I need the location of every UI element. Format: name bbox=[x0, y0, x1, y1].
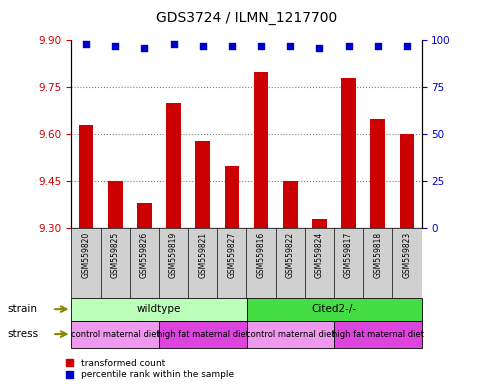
Bar bbox=[195, 141, 210, 228]
Bar bbox=[400, 134, 414, 228]
Point bbox=[141, 45, 148, 51]
Bar bbox=[79, 125, 93, 228]
Text: stress: stress bbox=[7, 329, 38, 339]
Bar bbox=[137, 204, 152, 228]
Text: GSM559827: GSM559827 bbox=[227, 232, 237, 278]
Text: GSM559823: GSM559823 bbox=[402, 232, 412, 278]
Bar bbox=[246, 321, 334, 348]
Text: GSM559817: GSM559817 bbox=[344, 232, 353, 278]
Text: Cited2-/-: Cited2-/- bbox=[312, 304, 356, 314]
Point bbox=[111, 43, 119, 49]
Text: wildtype: wildtype bbox=[137, 304, 181, 314]
Point bbox=[403, 43, 411, 49]
Point bbox=[82, 41, 90, 47]
Bar bbox=[334, 321, 422, 348]
Bar bbox=[246, 298, 422, 321]
Text: GSM559826: GSM559826 bbox=[140, 232, 149, 278]
Text: high fat maternal diet: high fat maternal diet bbox=[157, 329, 249, 339]
Bar bbox=[159, 321, 246, 348]
Point bbox=[345, 43, 352, 49]
Text: control maternal diet: control maternal diet bbox=[71, 329, 160, 339]
Bar bbox=[370, 119, 385, 228]
Text: strain: strain bbox=[7, 304, 37, 314]
Point bbox=[199, 43, 207, 49]
Bar bbox=[108, 182, 123, 228]
Text: GSM559824: GSM559824 bbox=[315, 232, 324, 278]
Point bbox=[316, 45, 323, 51]
Point bbox=[286, 43, 294, 49]
Bar bbox=[312, 219, 327, 228]
Legend: transformed count, percentile rank within the sample: transformed count, percentile rank withi… bbox=[66, 359, 234, 379]
Point bbox=[374, 43, 382, 49]
Bar bbox=[225, 166, 239, 228]
Text: GSM559818: GSM559818 bbox=[373, 232, 382, 278]
Bar bbox=[166, 103, 181, 228]
Bar bbox=[71, 298, 246, 321]
Text: GSM559822: GSM559822 bbox=[286, 232, 295, 278]
Bar bbox=[71, 321, 159, 348]
Text: GSM559819: GSM559819 bbox=[169, 232, 178, 278]
Text: GSM559821: GSM559821 bbox=[198, 232, 207, 278]
Point bbox=[228, 43, 236, 49]
Text: GDS3724 / ILMN_1217700: GDS3724 / ILMN_1217700 bbox=[156, 11, 337, 25]
Bar bbox=[254, 72, 268, 228]
Text: high fat maternal diet: high fat maternal diet bbox=[332, 329, 424, 339]
Text: GSM559825: GSM559825 bbox=[111, 232, 120, 278]
Bar bbox=[341, 78, 356, 228]
Point bbox=[170, 41, 177, 47]
Point bbox=[257, 43, 265, 49]
Text: GSM559816: GSM559816 bbox=[256, 232, 266, 278]
Text: control maternal diet: control maternal diet bbox=[246, 329, 335, 339]
Text: GSM559820: GSM559820 bbox=[81, 232, 91, 278]
Bar bbox=[283, 182, 298, 228]
